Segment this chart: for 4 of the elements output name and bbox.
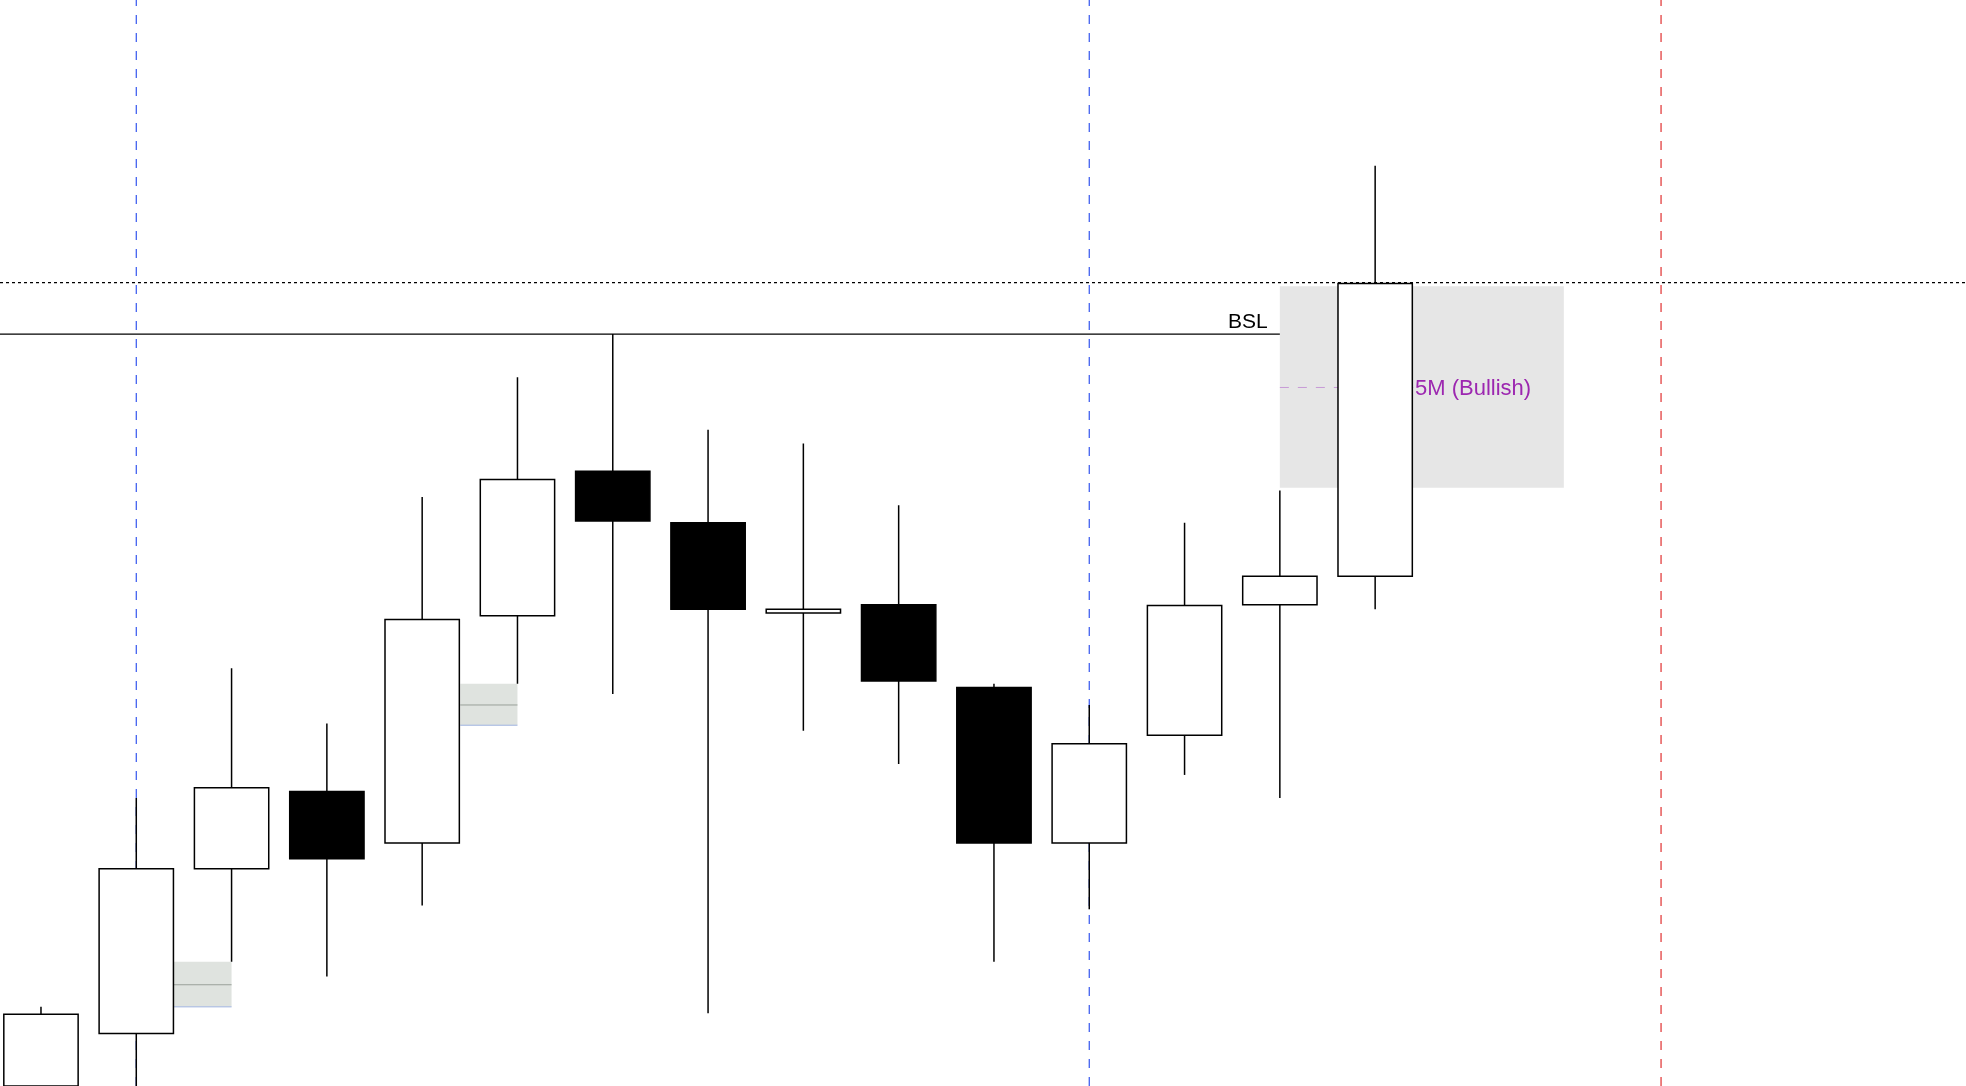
- ref-line-label: BSL: [1228, 309, 1268, 332]
- candlestick: [1241, 489, 1318, 799]
- annotation: 5M (Bullish): [1415, 375, 1532, 400]
- candlestick: [765, 442, 842, 732]
